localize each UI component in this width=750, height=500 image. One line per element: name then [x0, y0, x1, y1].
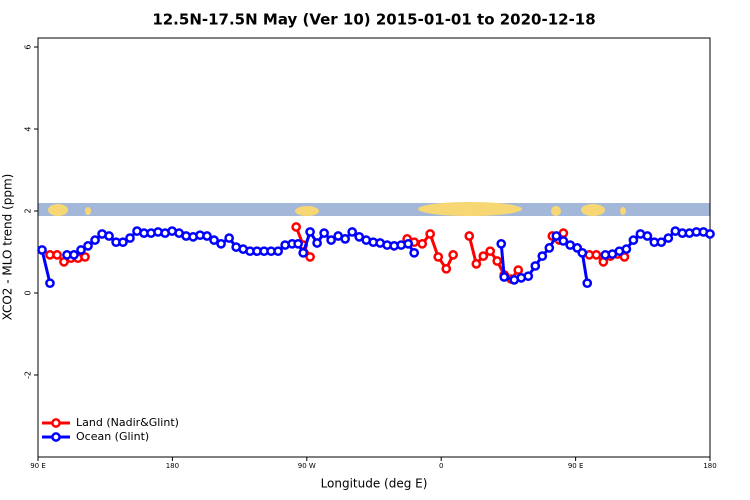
data-point	[530, 261, 541, 271]
map-ocean	[38, 203, 710, 216]
x-tick-label: 180	[166, 462, 179, 470]
data-point	[319, 228, 329, 239]
data-point	[273, 246, 283, 257]
data-point	[499, 272, 510, 282]
data-point	[312, 238, 322, 248]
x-tick-label: 0	[439, 462, 443, 470]
data-point	[705, 229, 715, 239]
data-point	[558, 236, 569, 246]
series-line	[40, 249, 52, 284]
legend-label: Land (Nadir&Glint)	[76, 416, 179, 429]
data-point	[403, 238, 414, 249]
data-point	[448, 250, 458, 260]
data-point	[551, 231, 562, 241]
data-point	[582, 278, 593, 289]
data-point	[69, 250, 79, 260]
legend-label: Ocean (Glint)	[76, 430, 149, 443]
plot-frame	[37, 37, 711, 458]
data-point	[471, 259, 482, 269]
x-tick-label: 90 E	[568, 462, 584, 470]
map-land	[85, 207, 91, 215]
data-point	[425, 229, 435, 239]
data-point	[125, 233, 135, 243]
data-point	[433, 252, 444, 262]
data-point	[209, 235, 219, 245]
data-point	[326, 235, 336, 245]
data-point	[104, 231, 114, 241]
map-land	[581, 204, 605, 216]
map-land	[418, 202, 522, 216]
data-point	[656, 237, 667, 248]
data-point	[347, 227, 358, 237]
map-land	[620, 207, 626, 215]
data-point	[409, 247, 420, 258]
data-point	[492, 256, 503, 266]
x-tick-label: 90 E	[30, 462, 46, 470]
y-axis-label: XCO2 - MLO trend (ppm)	[1, 174, 15, 321]
map-land	[48, 204, 68, 216]
data-point	[83, 241, 93, 251]
x-tick-label: 90 W	[298, 462, 316, 470]
data-point	[537, 251, 548, 261]
data-point	[52, 250, 62, 260]
data-point	[216, 238, 226, 249]
data-point	[663, 233, 674, 243]
x-axis-label: Longitude (deg E)	[321, 477, 428, 491]
map-land	[295, 206, 319, 216]
data-point	[478, 251, 489, 261]
data-point	[224, 233, 234, 243]
data-point	[305, 252, 315, 262]
legend-marker	[51, 432, 61, 442]
chart-title: 12.5N-17.5N May (Ver 10) 2015-01-01 to 2…	[152, 11, 595, 29]
data-point	[628, 235, 639, 245]
data-point	[496, 238, 507, 249]
data-point	[464, 231, 475, 241]
y-tick-label: 6	[24, 44, 33, 49]
data-point	[485, 246, 496, 257]
y-tick-label: 0	[24, 290, 33, 295]
data-point	[293, 238, 303, 249]
data-point	[621, 244, 632, 254]
data-point	[80, 252, 90, 262]
map-strip	[38, 202, 710, 216]
data-point	[591, 250, 602, 260]
data-point	[37, 245, 47, 255]
data-point	[523, 271, 534, 282]
data-point	[441, 263, 452, 274]
data-point	[305, 227, 315, 237]
data-point	[544, 243, 555, 253]
data-point	[513, 265, 524, 275]
data-point	[90, 235, 100, 245]
data-point	[202, 231, 212, 241]
data-point	[298, 247, 309, 258]
y-tick-label: 4	[24, 126, 33, 131]
data-point	[340, 234, 351, 244]
data-point	[76, 245, 86, 255]
series-line	[467, 235, 520, 282]
data-point	[642, 231, 653, 241]
map-land	[551, 206, 561, 216]
y-tick-label: 2	[24, 208, 33, 213]
y-tick-label: -2	[24, 371, 33, 379]
x-tick-label: 180	[703, 462, 716, 470]
data-point	[417, 238, 428, 249]
data-point	[291, 222, 302, 232]
legend-marker	[51, 418, 61, 428]
data-point	[45, 278, 55, 289]
data-point	[577, 247, 588, 258]
data-point	[118, 237, 128, 248]
